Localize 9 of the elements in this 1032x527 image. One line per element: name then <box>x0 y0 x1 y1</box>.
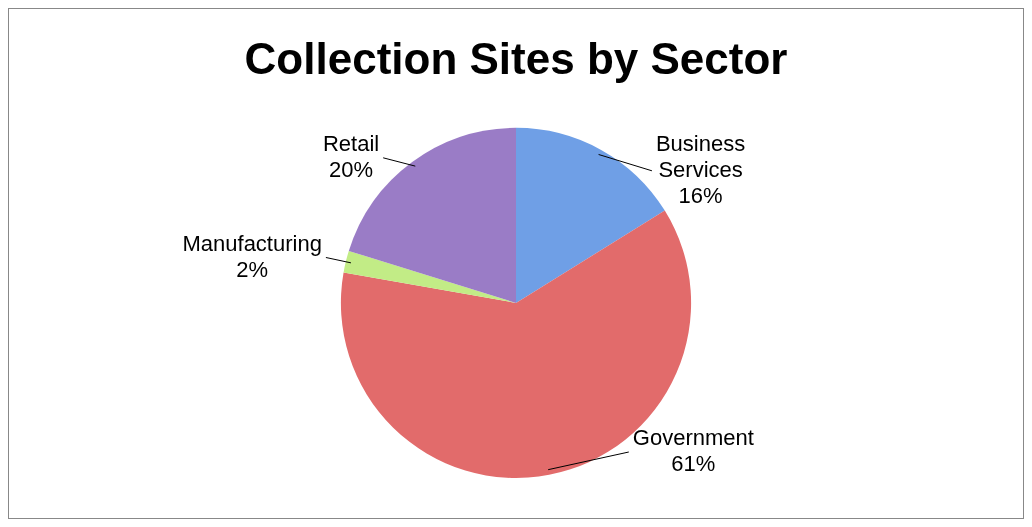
data-label: 61% <box>671 451 716 477</box>
data-label: 16% <box>678 182 723 208</box>
data-label: 20% <box>329 156 374 182</box>
slice-label: Retail <box>322 130 380 156</box>
data-label: 2% <box>236 256 269 282</box>
slice-label: Government <box>632 425 754 451</box>
slice-label: Business Services <box>655 130 746 182</box>
chart-title: Collection Sites by Sector <box>244 33 788 83</box>
slice-label: Manufacturing <box>182 230 322 256</box>
